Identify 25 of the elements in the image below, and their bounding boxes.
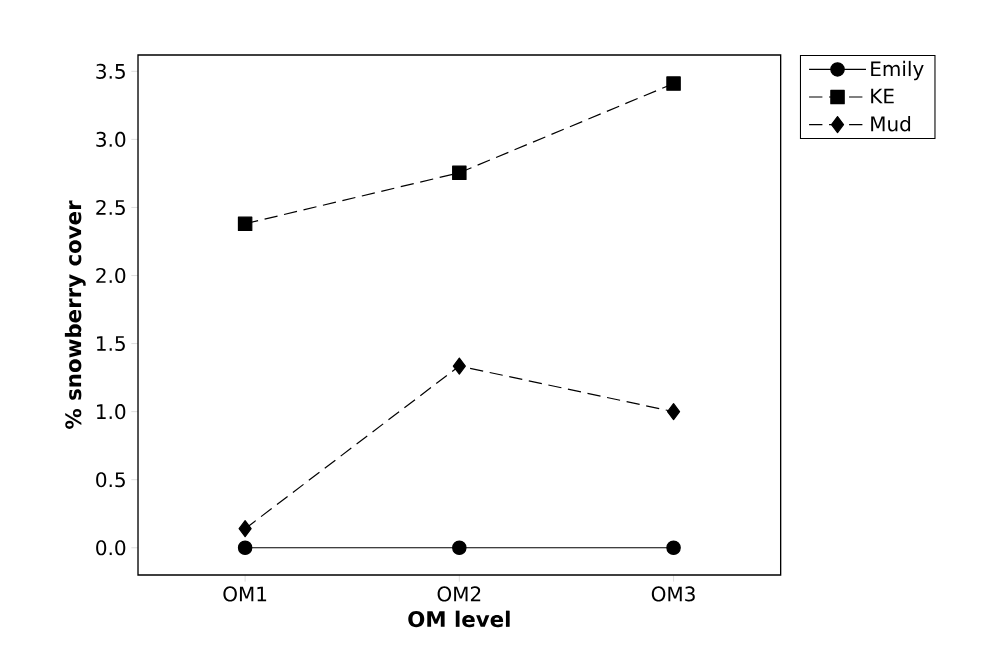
y-tick-label: 3.0 (96, 131, 126, 147)
y-tick-label: 2.0 (96, 267, 126, 284)
y-tick-label: 0.0 (96, 540, 126, 556)
y-tick-label: 3.5 (96, 63, 125, 79)
y-tick-label: 0.5 (96, 472, 125, 488)
x-tick-label: OM2 (437, 586, 481, 602)
legend-label: Emily (871, 60, 924, 81)
point (238, 520, 252, 538)
x-axis-title: OM level (408, 610, 510, 628)
legend-label: KE (871, 88, 894, 104)
x-tick-label: OM3 (651, 586, 695, 602)
point (666, 76, 681, 91)
point (237, 216, 253, 232)
y-tick-label: 1.5 (97, 336, 125, 352)
point (237, 540, 253, 556)
y-tick-label: 2.5 (96, 199, 125, 216)
y-tick-label: 1.0 (97, 404, 126, 420)
legend-label: Mud (871, 115, 911, 132)
point (666, 403, 681, 421)
y-axis-title: % snowberry cover (64, 200, 86, 429)
point (452, 165, 467, 180)
x-tick-label: OM1 (223, 586, 267, 602)
point (666, 540, 681, 556)
point (452, 357, 466, 375)
point (452, 540, 467, 556)
